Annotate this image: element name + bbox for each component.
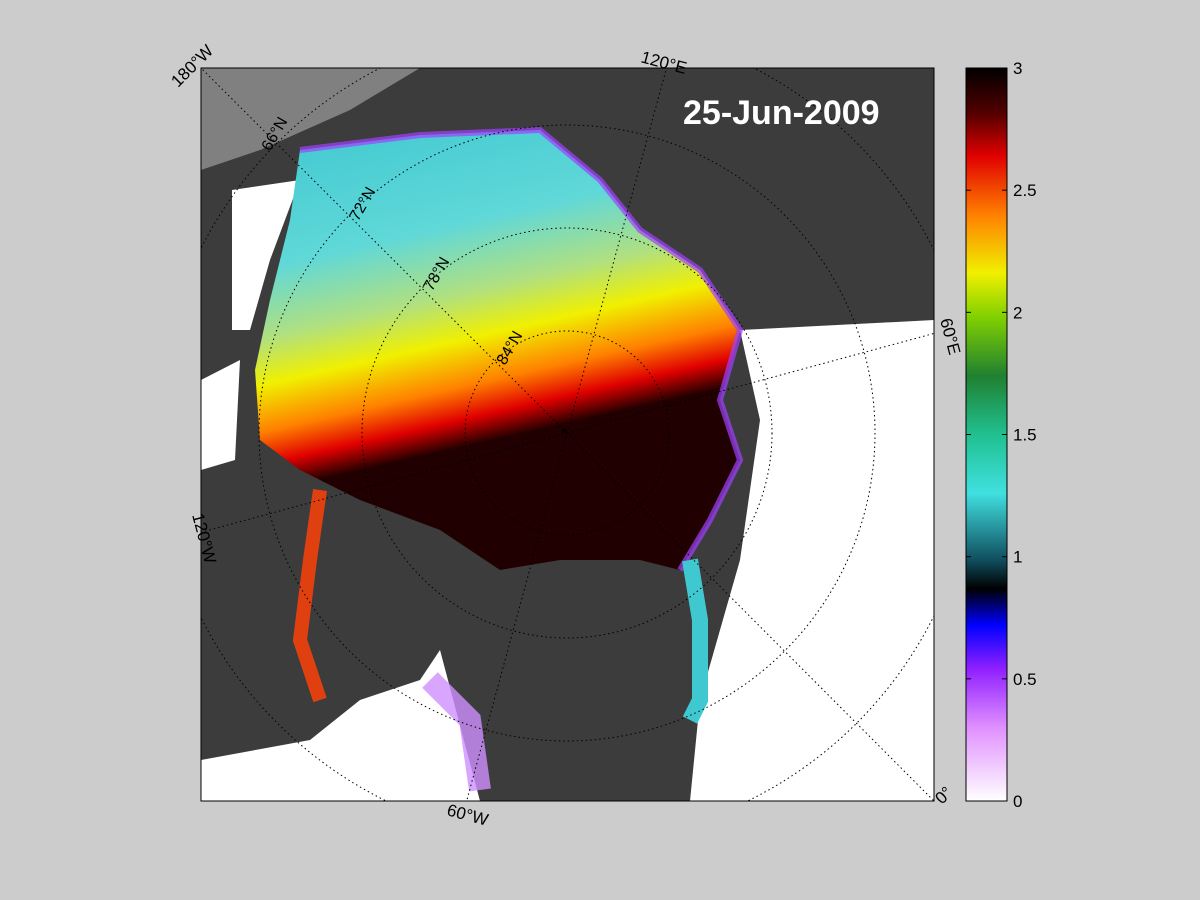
lon-label-60w: 60°W xyxy=(445,801,490,830)
open-water-baffin xyxy=(201,650,480,801)
lon-label-60e: 60°E xyxy=(936,316,964,357)
open-water-bering xyxy=(232,180,300,330)
lon-label-0: 0° xyxy=(931,783,956,808)
colorbar-tick-label: 0.5 xyxy=(1013,670,1037,689)
archipelago-ice xyxy=(292,489,327,703)
graticule xyxy=(201,68,934,801)
colorbar-tick-label: 1.5 xyxy=(1013,426,1037,445)
colorbar-tick-label: 1 xyxy=(1013,548,1022,567)
colorbar-tick-label: 2.5 xyxy=(1013,181,1037,200)
colorbar-tick-label: 3 xyxy=(1013,59,1022,78)
outside-grid-region xyxy=(201,68,420,170)
baffin-thin-ice xyxy=(422,672,491,792)
colorbar: 0 0.5 1 1.5 2 2.5 3 xyxy=(965,59,1037,811)
map-panel: * 66°N 72°N 78°N 84°N 25-Jun-2009 xyxy=(201,68,934,801)
east-greenland-ice xyxy=(682,558,708,724)
open-water-beaufort xyxy=(201,360,240,470)
colorbar-tick-label: 0 xyxy=(1013,792,1022,811)
colorbar-gradient xyxy=(965,67,1008,802)
map-frame xyxy=(200,67,935,802)
greenland xyxy=(470,560,680,801)
north-pole-marker: * xyxy=(561,426,567,443)
date-label: 25-Jun-2009 xyxy=(683,94,880,132)
thin-ice-margin xyxy=(299,126,744,572)
sea-ice-thickness-field xyxy=(255,130,740,570)
open-water-atlantic xyxy=(690,320,934,801)
colorbar-tick-label: 2 xyxy=(1013,303,1022,322)
